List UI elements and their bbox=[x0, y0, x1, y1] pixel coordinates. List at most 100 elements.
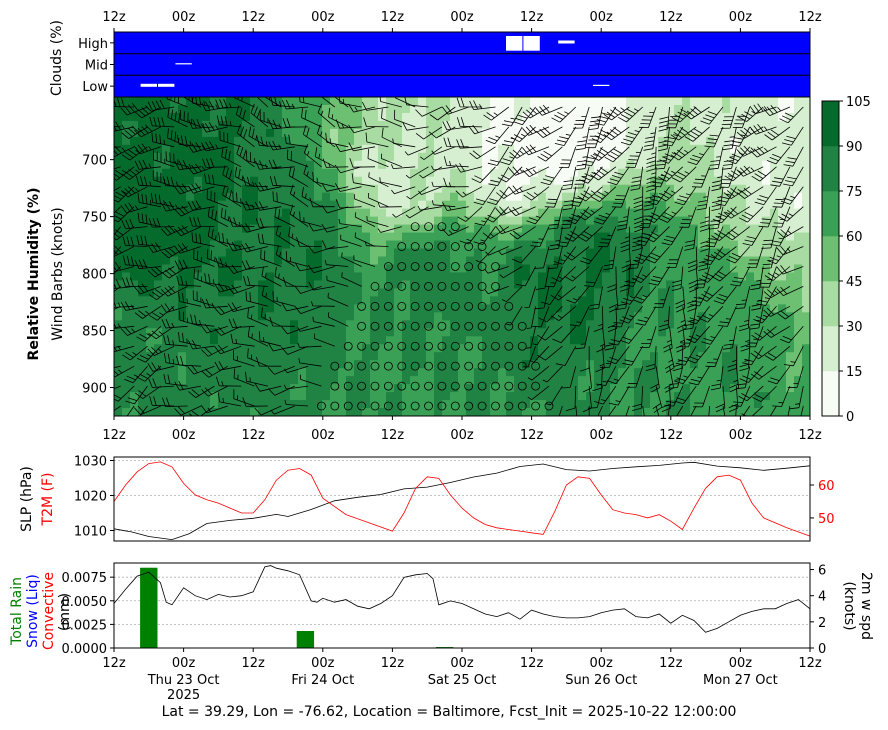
rh-cell bbox=[114, 160, 123, 170]
rh-cell bbox=[498, 200, 507, 210]
wind-barb bbox=[217, 392, 242, 407]
rh-cell bbox=[642, 97, 651, 106]
rh-cell bbox=[322, 224, 331, 234]
wind-barb bbox=[270, 97, 295, 108]
rh-cell bbox=[490, 120, 499, 130]
rh-cell bbox=[674, 208, 683, 218]
wind-barb bbox=[268, 140, 295, 151]
rh-cell bbox=[426, 160, 435, 170]
rh-cell bbox=[434, 104, 443, 114]
rh-cell bbox=[562, 304, 571, 313]
rh-cell bbox=[202, 232, 211, 242]
rh-cell bbox=[746, 352, 755, 361]
rh-cell bbox=[218, 184, 227, 194]
rh-cell bbox=[666, 280, 675, 289]
rh-cell bbox=[178, 120, 187, 130]
calm-wind-circle bbox=[410, 262, 420, 271]
rh-cell bbox=[370, 304, 379, 313]
rh-cell bbox=[386, 152, 395, 162]
rh-cell bbox=[186, 216, 195, 226]
rh-cell bbox=[666, 144, 675, 154]
rh-cell bbox=[650, 368, 659, 377]
rh-cell bbox=[682, 344, 691, 353]
rh-cell bbox=[418, 136, 427, 146]
rh-cell bbox=[290, 112, 299, 122]
rh-cell bbox=[298, 208, 307, 218]
rh-cell bbox=[786, 168, 795, 178]
wind-barb bbox=[218, 232, 242, 247]
rh-cell bbox=[794, 208, 803, 218]
rh-cell bbox=[330, 408, 339, 416]
rh-cell bbox=[226, 256, 235, 266]
rh-cell bbox=[250, 240, 259, 250]
rh-cell bbox=[642, 232, 651, 242]
rh-cell bbox=[322, 376, 331, 385]
wind-barb bbox=[114, 226, 135, 241]
rh-cell bbox=[186, 328, 195, 337]
rh-cell bbox=[170, 360, 179, 369]
rh-cell bbox=[186, 152, 195, 162]
wind-barb bbox=[708, 146, 724, 170]
rh-cell bbox=[786, 128, 795, 138]
rh-cell bbox=[722, 304, 731, 313]
rh-cell bbox=[354, 368, 363, 377]
rh-cell bbox=[338, 208, 347, 218]
rh-cell bbox=[330, 120, 339, 130]
rh-cell bbox=[418, 320, 427, 329]
rh-cell bbox=[458, 128, 467, 138]
rh-cell bbox=[514, 256, 523, 266]
rh-cell bbox=[386, 376, 395, 385]
rh-cell bbox=[162, 392, 171, 401]
calm-wind-circle bbox=[424, 361, 433, 371]
rh-cell bbox=[786, 392, 795, 401]
rh-cell bbox=[626, 232, 635, 242]
wind-barb bbox=[535, 266, 550, 290]
rh-cell bbox=[738, 224, 747, 234]
rh-cell bbox=[642, 248, 651, 258]
rh-cell bbox=[498, 168, 507, 178]
wind-barb bbox=[334, 183, 362, 192]
rh-cell bbox=[146, 176, 155, 186]
rh-cell bbox=[562, 168, 571, 178]
rh-cell bbox=[746, 216, 755, 226]
wind-barb bbox=[523, 346, 536, 368]
rh-cell bbox=[450, 368, 459, 377]
rh-cell bbox=[754, 240, 763, 250]
rh-cell bbox=[338, 240, 347, 250]
rh-cell bbox=[562, 144, 571, 154]
wind-barb bbox=[692, 385, 710, 408]
wind-barb bbox=[509, 226, 536, 240]
rh-cell bbox=[242, 112, 251, 122]
wind-barb bbox=[187, 200, 215, 211]
rh-cell bbox=[426, 400, 435, 409]
wind-barb bbox=[120, 202, 148, 214]
rh-cell bbox=[490, 104, 499, 114]
rh-cell bbox=[386, 368, 395, 377]
rh-cell bbox=[626, 97, 635, 106]
rh-cell bbox=[354, 184, 363, 194]
rh-cell bbox=[290, 280, 299, 289]
wind-barb bbox=[227, 241, 255, 252]
rh-cell bbox=[778, 280, 787, 289]
rh-cell bbox=[562, 264, 571, 274]
rh-cell bbox=[138, 200, 147, 210]
wind-barb bbox=[557, 226, 577, 247]
rh-cell bbox=[426, 336, 435, 345]
cloud-clear-patch bbox=[140, 83, 157, 87]
rh-cell bbox=[442, 120, 451, 130]
calm-wind-circle bbox=[464, 361, 474, 371]
rh-cell bbox=[690, 200, 699, 210]
rh-cell bbox=[402, 152, 411, 162]
rh-cell bbox=[218, 312, 227, 321]
rh-cell bbox=[498, 144, 507, 154]
rh-cell bbox=[282, 376, 291, 385]
rh-cell bbox=[794, 408, 803, 416]
rh-cell bbox=[498, 400, 507, 409]
rh-cell bbox=[530, 288, 539, 297]
rh-cell bbox=[522, 176, 531, 186]
rh-cell bbox=[754, 320, 763, 329]
wind-barb bbox=[114, 345, 135, 353]
rh-cell bbox=[258, 368, 267, 377]
rh-cell bbox=[786, 224, 795, 234]
rh-cell bbox=[778, 208, 787, 218]
